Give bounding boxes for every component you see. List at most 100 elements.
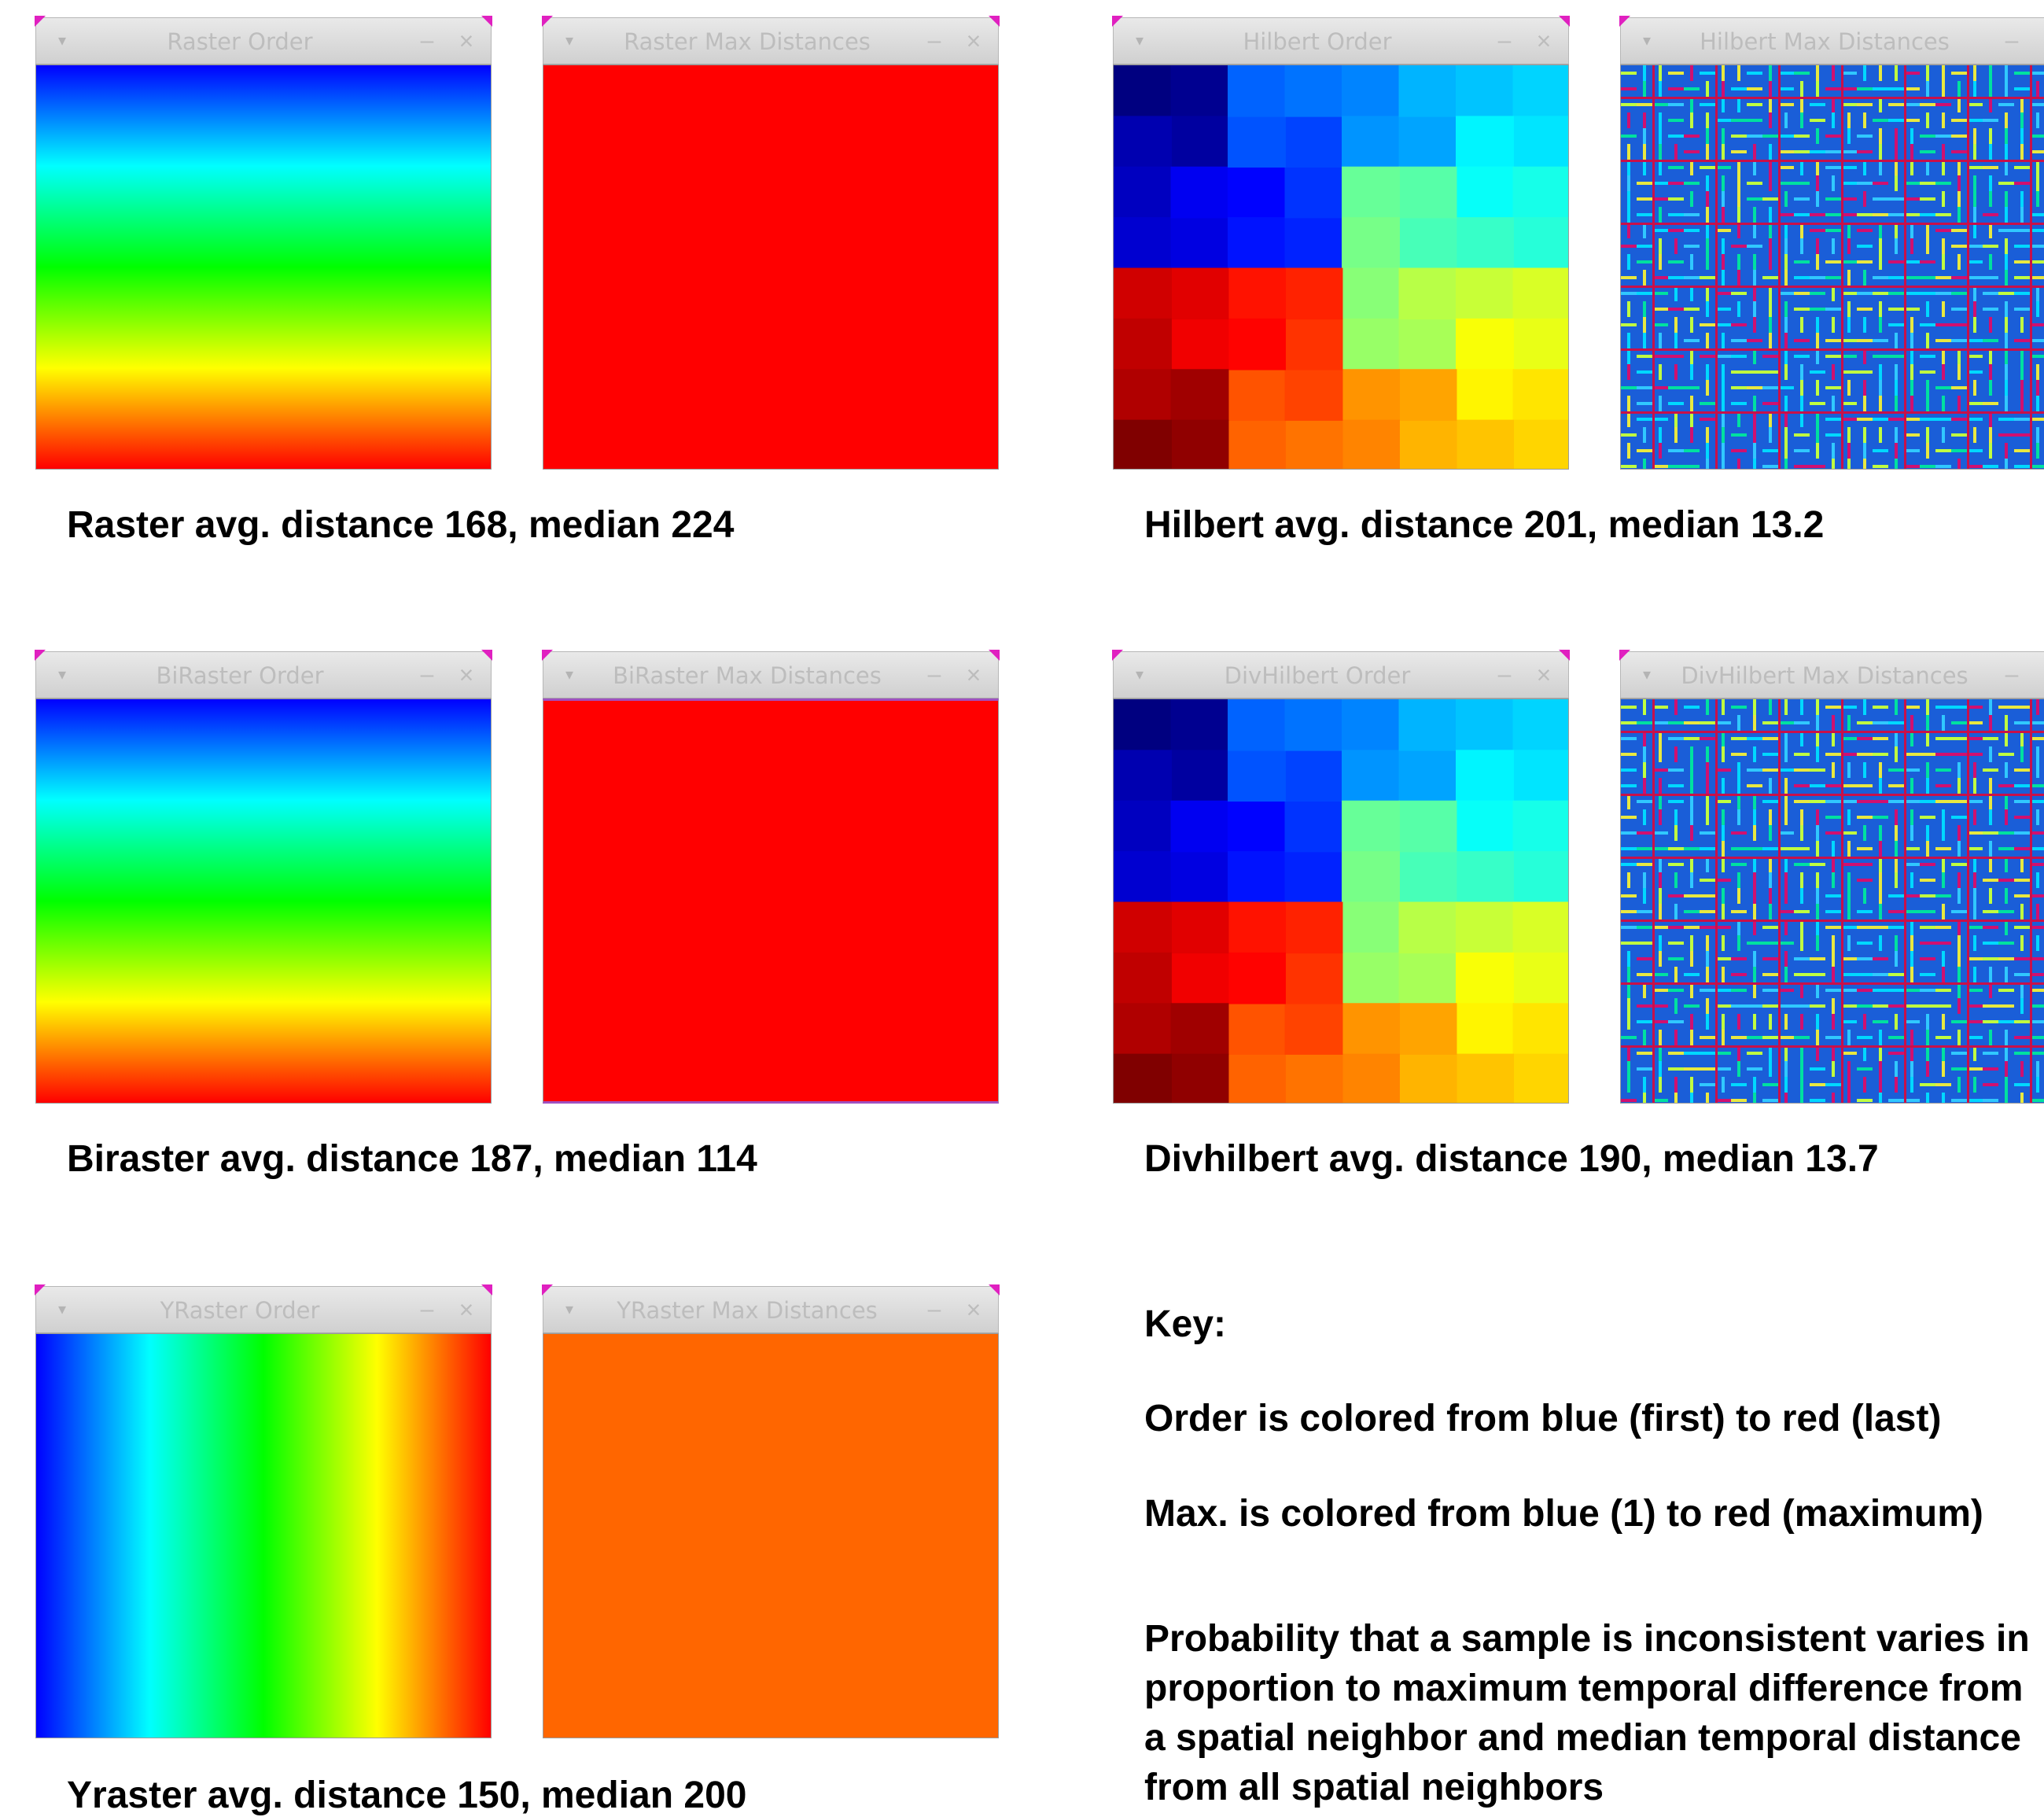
pattern-segment xyxy=(1904,119,1920,122)
order-cell xyxy=(1284,369,1343,421)
pattern-segment xyxy=(1627,1014,1630,1030)
close-icon[interactable]: × xyxy=(966,1295,981,1324)
close-icon[interactable]: × xyxy=(2039,28,2044,53)
pattern-segment xyxy=(1983,737,1998,740)
minimize-icon[interactable]: – xyxy=(927,662,941,687)
hilbert-caption: Hilbert avg. distance 201, median 13.2 xyxy=(1144,504,1825,546)
title-bar[interactable]: ▾ YRaster Max Distances – × xyxy=(543,1286,999,1333)
minimize-icon[interactable]: – xyxy=(420,28,434,53)
pattern-segment xyxy=(1857,816,1873,819)
pattern-segment xyxy=(1926,396,1929,411)
pattern-segment xyxy=(2036,364,2039,380)
chevron-down-icon[interactable]: ▾ xyxy=(565,32,574,50)
close-icon[interactable]: × xyxy=(2039,662,2044,687)
chevron-down-icon[interactable]: ▾ xyxy=(565,666,574,684)
pattern-segment xyxy=(1863,699,1866,715)
pattern-segment xyxy=(1847,872,1851,888)
pattern-segment xyxy=(1920,957,1935,960)
pattern-segment xyxy=(1794,292,1810,295)
pattern-segment xyxy=(1753,809,1756,825)
title-bar[interactable]: ▾ YRaster Order – × xyxy=(35,1286,492,1333)
pattern-segment xyxy=(2030,465,2044,468)
pattern-segment xyxy=(2036,160,2039,175)
pattern-segment xyxy=(1769,333,1772,348)
title-bar[interactable]: ▾ Hilbert Max Distances – × xyxy=(1620,17,2044,64)
chevron-down-icon[interactable]: ▾ xyxy=(565,1301,574,1318)
pattern-segment xyxy=(1643,1030,1646,1045)
pattern-segment xyxy=(1879,238,1882,254)
pattern-segment xyxy=(1643,317,1646,333)
pattern-segment xyxy=(1690,794,1693,809)
pattern-segment xyxy=(1659,427,1662,443)
pattern-segment xyxy=(1895,1014,1898,1030)
title-bar[interactable]: ▾ DivHilbert Max Distances – × xyxy=(1620,651,2044,698)
close-icon[interactable]: × xyxy=(459,1295,474,1324)
pattern-segment xyxy=(2020,998,2024,1014)
close-icon[interactable]: × xyxy=(966,27,981,55)
pattern-segment xyxy=(1983,768,1998,772)
pattern-segment xyxy=(1706,286,1709,301)
minimize-icon[interactable]: – xyxy=(2005,662,2019,687)
chevron-down-icon[interactable]: ▾ xyxy=(1642,32,1652,50)
pattern-segment xyxy=(1989,128,1992,144)
minimize-icon[interactable]: – xyxy=(420,1296,434,1322)
pattern-segment xyxy=(1715,879,1731,882)
close-icon[interactable]: × xyxy=(1536,27,1552,55)
pattern-segment xyxy=(2020,731,2024,746)
pattern-segment xyxy=(1957,762,1961,778)
pattern-segment xyxy=(1841,402,1857,405)
pattern-segment xyxy=(1920,370,1935,374)
minimize-icon[interactable]: – xyxy=(420,662,434,687)
chevron-down-icon[interactable]: ▾ xyxy=(57,32,67,50)
pattern-segment xyxy=(1983,1083,1998,1086)
minimize-icon[interactable]: – xyxy=(2005,28,2019,53)
pattern-segment xyxy=(1942,191,1945,207)
pattern-segment xyxy=(1857,784,1873,787)
chevron-down-icon[interactable]: ▾ xyxy=(1642,666,1652,684)
title-bar[interactable]: ▾ Raster Max Distances – × xyxy=(543,17,999,64)
pattern-segment xyxy=(1989,411,1992,427)
minimize-icon[interactable]: – xyxy=(1497,28,1512,53)
close-icon[interactable]: × xyxy=(459,27,474,55)
close-icon[interactable]: × xyxy=(459,661,474,689)
pattern-segment xyxy=(1983,245,1998,248)
pattern-segment xyxy=(1652,706,1668,709)
pattern-segment xyxy=(1762,753,1778,756)
pattern-segment xyxy=(1747,182,1762,185)
chevron-down-icon[interactable]: ▾ xyxy=(1135,32,1144,50)
pattern-segment xyxy=(1904,260,1920,264)
pattern-segment xyxy=(1951,800,1967,803)
minimize-icon[interactable]: – xyxy=(927,28,941,53)
pattern-segment xyxy=(1637,863,1652,866)
title-bar[interactable]: ▾ Raster Order – × xyxy=(35,17,492,64)
minimize-icon[interactable]: – xyxy=(1497,662,1512,687)
chevron-down-icon[interactable]: ▾ xyxy=(57,666,67,684)
pattern-segment xyxy=(1879,254,1882,270)
chevron-down-icon[interactable]: ▾ xyxy=(57,1301,67,1318)
pattern-segment xyxy=(1668,402,1684,405)
pattern-segment xyxy=(1942,857,1945,872)
order-cell xyxy=(1284,952,1343,1004)
title-bar[interactable]: ▾ BiRaster Order – × xyxy=(35,651,492,698)
pattern-segment xyxy=(1841,957,1857,960)
pattern-segment xyxy=(1722,857,1725,872)
pattern-segment xyxy=(1816,920,1819,935)
pattern-segment xyxy=(1926,1061,1929,1077)
pattern-segment xyxy=(1668,942,1684,945)
pattern-segment xyxy=(1706,794,1709,809)
title-bar[interactable]: ▾ BiRaster Max Distances – × xyxy=(543,651,999,698)
title-bar[interactable]: ▾ DivHilbert Order – × xyxy=(1113,651,1569,698)
order-cell xyxy=(1284,419,1343,469)
pattern-segment xyxy=(1951,245,1967,248)
close-icon[interactable]: × xyxy=(1536,661,1552,689)
minimize-icon[interactable]: – xyxy=(927,1296,941,1322)
pattern-line xyxy=(1621,920,2044,922)
pattern-segment xyxy=(1973,380,1976,396)
pattern-segment xyxy=(2005,364,2008,380)
title-bar[interactable]: ▾ Hilbert Order – × xyxy=(1113,17,1569,64)
pattern-segment xyxy=(1847,935,1851,951)
key-probability-text: Probability that a sample is inconsisten… xyxy=(1144,1618,2030,1808)
close-icon[interactable]: × xyxy=(966,661,981,689)
chevron-down-icon[interactable]: ▾ xyxy=(1135,666,1144,684)
pattern-segment xyxy=(2014,1036,2030,1039)
